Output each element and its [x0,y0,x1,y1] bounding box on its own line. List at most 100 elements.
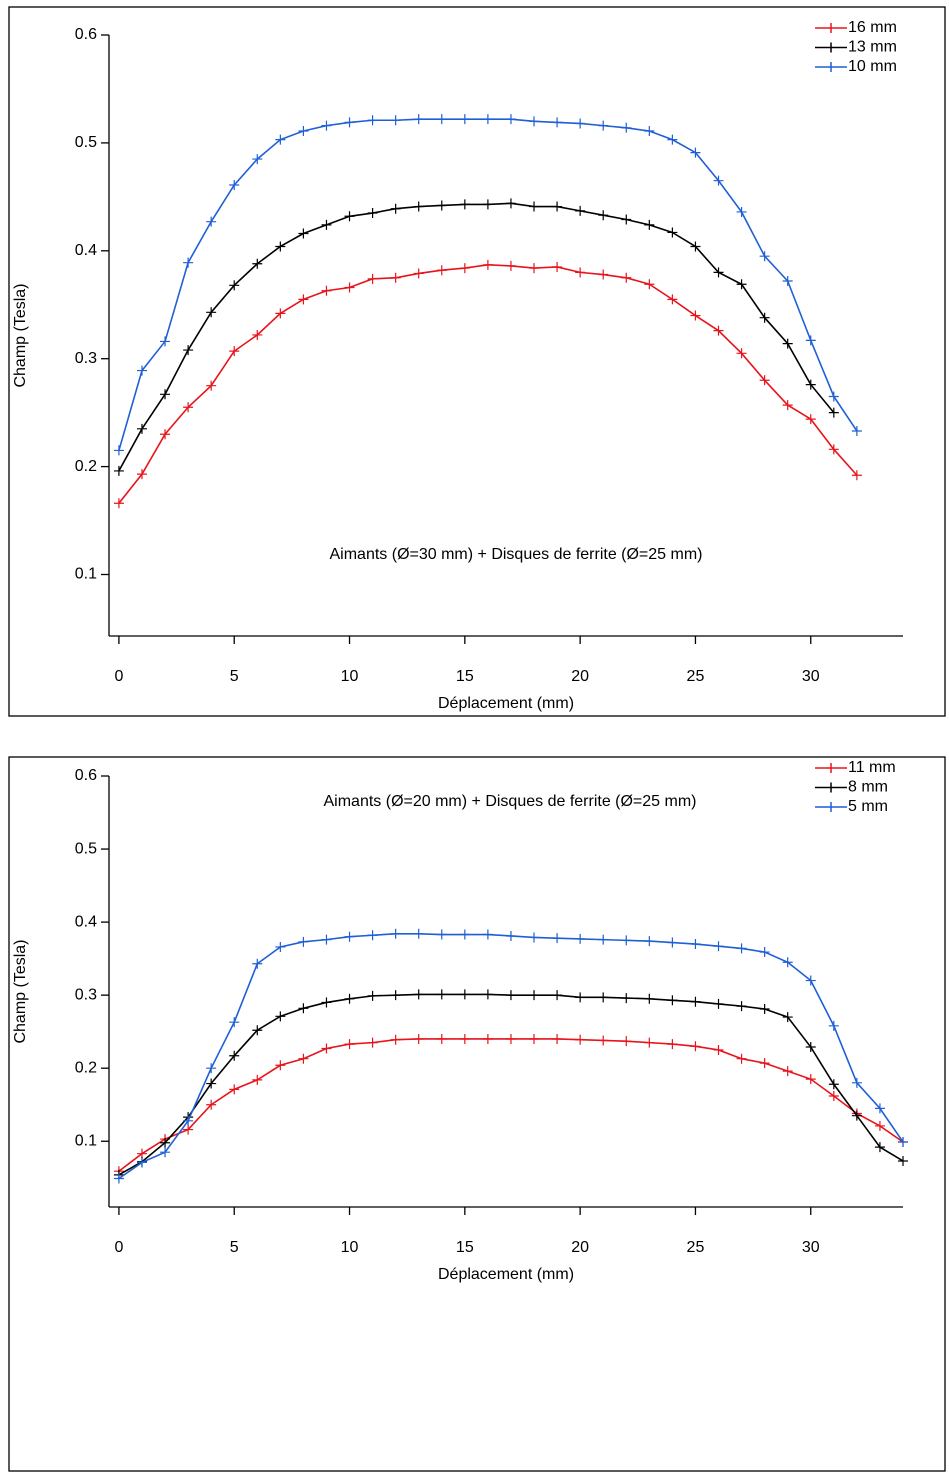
marker [206,307,217,318]
marker [482,114,493,125]
marker [275,308,286,319]
marker [805,1074,816,1085]
marker [390,272,401,283]
marker [621,1036,632,1047]
marker [621,993,632,1004]
marker [252,154,263,165]
marker [459,114,470,125]
marker [759,312,770,323]
marker [644,993,655,1004]
legend-symbol [815,782,847,793]
marker [782,1066,793,1077]
marker [436,200,447,211]
marker [206,1063,217,1074]
y-tick-label: 0.5 [75,840,97,857]
marker [874,1120,885,1131]
marker [298,936,309,947]
marker [206,1078,217,1089]
marker [505,930,516,941]
marker [805,1042,816,1053]
marker [736,1053,747,1064]
marker [782,276,793,287]
marker [436,929,447,940]
marker [275,1011,286,1022]
marker [759,1058,770,1069]
marker [644,126,655,137]
marker [413,1033,424,1044]
marker [552,1033,563,1044]
marker [667,995,678,1006]
marker [782,957,793,968]
marker [298,1053,309,1064]
legend-label: 11 mm [848,759,896,776]
chart: 0.1 0.2 0.3 0.4 0.5 0.6 0 5 10 15 20 25 30 Déplacemen… [8,6,946,717]
marker [736,206,747,217]
marker [160,429,171,440]
series-line [118,202,835,472]
marker [644,219,655,230]
marker [505,260,516,271]
marker [482,199,493,210]
x-tick-label: 25 [687,1239,705,1256]
marker [713,941,724,952]
marker [183,1115,194,1126]
marker [482,259,493,270]
marker [390,115,401,126]
marker [321,997,332,1008]
marker [552,990,563,1001]
marker [575,933,586,944]
frame [8,756,946,1472]
marker [529,201,540,212]
marker [459,263,470,274]
marker [552,261,563,272]
legend-label: 16 mm [848,19,897,36]
marker [667,937,678,948]
x-tick-label: 5 [230,668,239,685]
y-axis-label: Champ (Tesla) [12,283,29,387]
marker [367,930,378,941]
marker [690,241,701,252]
marker [275,241,286,252]
marker [782,1012,793,1023]
y-tick-label: 0.3 [75,350,97,367]
marker [552,933,563,944]
y-tick-label: 0.6 [75,26,97,43]
x-tick-label: 10 [341,1239,359,1256]
marker [136,423,147,434]
marker [482,989,493,1000]
marker [275,941,286,952]
marker [298,1003,309,1014]
x-tick-label: 25 [687,668,705,685]
marker [344,282,355,293]
marker [206,216,217,227]
marker [805,379,816,390]
marker [828,1079,839,1090]
marker [298,126,309,137]
series-line [118,1038,904,1172]
marker [713,998,724,1009]
marker [229,346,240,357]
marker [459,1033,470,1044]
marker [390,203,401,214]
y-tick-label: 0.1 [75,1132,97,1149]
marker [390,990,401,1001]
marker [575,205,586,216]
marker [413,928,424,939]
marker [736,279,747,290]
marker [344,931,355,942]
marker [759,375,770,386]
marker [160,1137,171,1148]
marker [321,219,332,230]
marker [344,211,355,222]
marker [598,210,609,221]
marker [690,1041,701,1052]
marker [113,498,124,509]
marker [805,414,816,425]
marker [621,122,632,133]
marker [713,1044,724,1055]
marker [805,975,816,986]
marker [136,1157,147,1168]
legend-symbol [815,802,847,812]
marker [252,258,263,269]
